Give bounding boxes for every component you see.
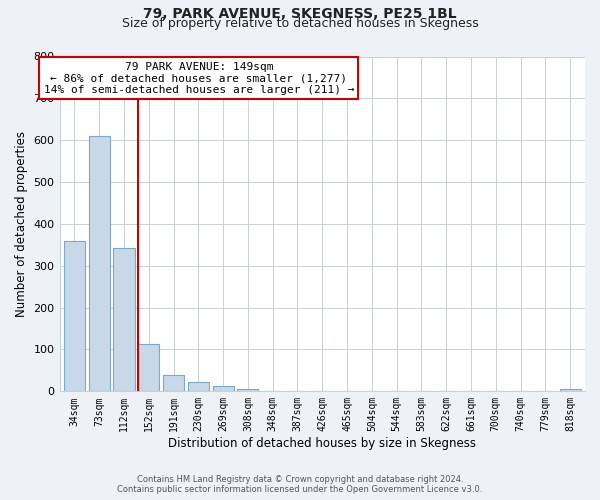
Text: Contains HM Land Registry data © Crown copyright and database right 2024.
Contai: Contains HM Land Registry data © Crown c… — [118, 474, 482, 494]
Bar — [113, 248, 134, 392]
Bar — [188, 382, 209, 392]
Bar — [89, 136, 110, 392]
X-axis label: Distribution of detached houses by size in Skegness: Distribution of detached houses by size … — [168, 437, 476, 450]
Bar — [138, 344, 160, 392]
Text: 79 PARK AVENUE: 149sqm
← 86% of detached houses are smaller (1,277)
14% of semi-: 79 PARK AVENUE: 149sqm ← 86% of detached… — [44, 62, 354, 94]
Text: Size of property relative to detached houses in Skegness: Size of property relative to detached ho… — [122, 18, 478, 30]
Bar — [212, 386, 233, 392]
Bar — [238, 389, 259, 392]
Bar — [64, 242, 85, 392]
Y-axis label: Number of detached properties: Number of detached properties — [15, 131, 28, 317]
Text: 79, PARK AVENUE, SKEGNESS, PE25 1BL: 79, PARK AVENUE, SKEGNESS, PE25 1BL — [143, 8, 457, 22]
Bar — [163, 374, 184, 392]
Bar — [560, 389, 581, 392]
